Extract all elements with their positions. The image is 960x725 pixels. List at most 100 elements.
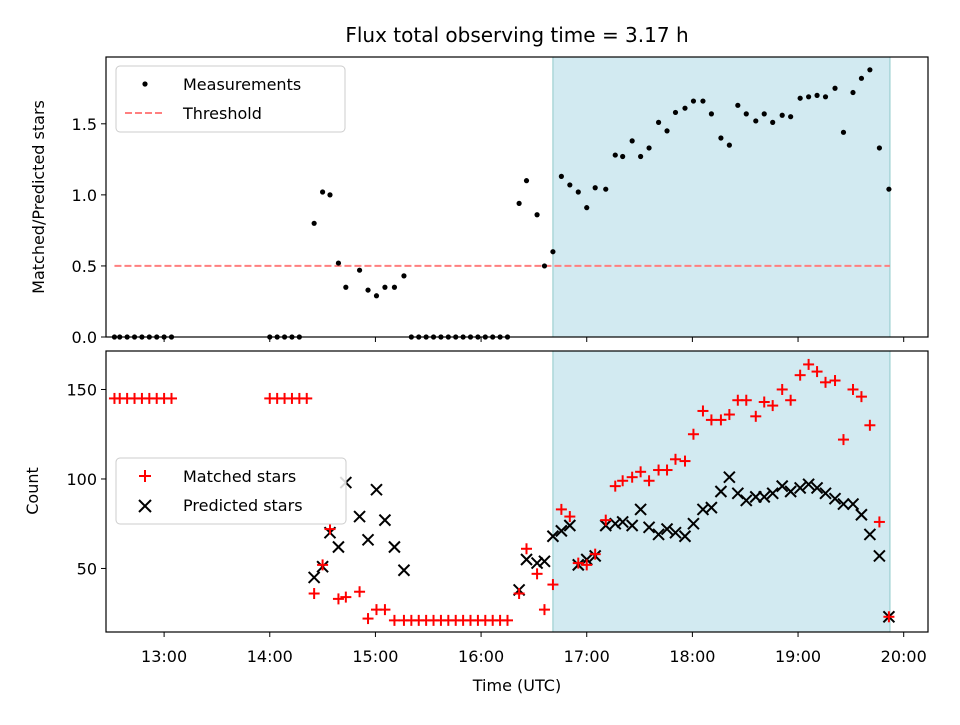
predicted-star-point [810,481,824,495]
matched-star-point [564,511,576,523]
matched-star-point [811,366,823,378]
predicted-star-point [307,571,321,584]
predicted-star-point [634,503,647,516]
predicted-star-point [714,485,728,498]
predicted-star-point [555,524,568,538]
measurement-point [788,114,794,120]
matched-star-point [362,613,374,625]
predicted-star-point [802,478,815,491]
top-axis-ticks: 0.0 0.5 1.0 1.5 [72,115,905,347]
matched-star-point [697,405,709,417]
matched-star-point [547,579,559,591]
top-panel: 0.0 0.5 1.0 1.5 Matched/Predicted stars Mea… [29,56,929,347]
matched-star-points [108,358,895,626]
measurement-point [592,185,598,191]
predicted-star-point [397,564,411,577]
matched-star-point [715,414,727,426]
legend-measurements-label: Measurements [183,75,301,94]
matched-star-point [555,503,567,515]
bottom-legend-box [115,457,347,525]
x-tick-label: 17:00 [564,647,610,666]
measurement-point [343,284,349,290]
measurement-point [401,273,407,279]
measurement-point [761,111,767,117]
predicted-star-point [378,513,392,527]
x-tick-label: 16:00 [458,647,504,666]
matched-star-point [317,559,329,571]
measurement-point [840,129,847,135]
matched-star-point [354,586,366,598]
measurement-point [550,249,556,255]
measurement-point [629,138,635,144]
predicted-star-point [793,481,807,495]
measurement-point [391,284,398,290]
matched-star-point [600,514,612,526]
measurement-point [541,263,548,269]
matched-star-point [758,396,770,408]
matched-star-point [855,391,867,403]
measurement-point [858,75,865,81]
top-y-tick-label: 1.0 [72,186,97,205]
measurement-point [319,189,326,195]
measurement-point [575,189,581,195]
predicted-star-point [388,540,401,554]
measurement-point [620,153,626,160]
predicted-star-point [775,479,789,493]
predicted-star-point [855,508,868,521]
matched-star-point [635,466,647,478]
measurement-point [735,102,741,108]
matched-star-point [521,543,533,555]
matched-star-point [166,392,178,404]
measurement-point [867,67,873,73]
predicted-star-point [784,485,797,498]
matched-star-point [723,409,735,421]
measurement-point [682,105,688,111]
predicted-star-point [332,540,345,554]
matched-star-point [803,358,815,370]
measurement-point [806,94,812,100]
predicted-star-point [828,492,842,505]
predicted-star-point [723,470,736,484]
matched-star-point [767,400,779,412]
measurement-point [814,92,820,98]
legend-matched-marker [139,470,151,482]
predicted-star-point [530,556,544,570]
matched-star-point [837,434,849,446]
measurement-point [726,142,732,148]
matched-star-point [794,369,806,381]
matched-star-point [332,593,344,605]
bottom-axis-ticks: 50 100 150 13:00 14:00 15:00 16:00 17:00 18:00 19… [66,380,926,666]
matched-star-point [538,604,550,616]
top-y-axis-label: Matched/Predicted stars [29,100,48,294]
legend-threshold-label: Threshold [182,104,262,123]
predicted-star-point [370,483,383,496]
x-tick-label: 20:00 [881,647,927,666]
matched-star-point [589,548,601,560]
matched-star-point [864,419,876,431]
measurement-point [612,152,618,158]
matched-star-point [301,392,313,404]
top-y-tick-label: 0.0 [72,328,97,347]
top-legend: Measurements Threshold [115,65,346,133]
measurement-point [886,186,892,192]
measurement-point [664,128,670,134]
x-tick-label: 18:00 [669,647,715,666]
measurement-point [567,182,573,188]
x-tick-label: 14:00 [247,647,293,666]
measurement-point [690,98,697,104]
top-y-tick-label: 1.5 [72,115,97,134]
predicted-star-point [609,517,622,530]
chart-title: Flux total observing time = 3.17 h [345,23,688,47]
legend-predicted-label: Predicted stars [183,496,303,515]
matched-star-point [340,591,352,603]
measurement-point [822,94,829,100]
bottom-y-tick-label: 150 [66,380,97,399]
predicted-star-point [538,555,551,568]
x-tick-label: 13:00 [141,647,187,666]
measurement-point [534,212,540,218]
predicted-star-point [546,530,560,543]
measurement-point [876,145,882,151]
matched-star-point [379,604,391,616]
top-observing-window-shade [552,56,891,338]
measurement-point [516,200,522,206]
